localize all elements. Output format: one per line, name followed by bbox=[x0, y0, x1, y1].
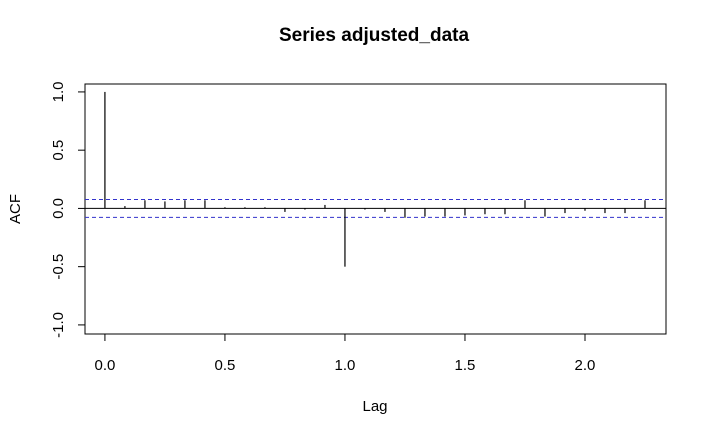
plot-frame bbox=[84, 83, 667, 335]
x-tick-label: 1.0 bbox=[335, 357, 356, 374]
x-tick-label: 0.0 bbox=[94, 357, 115, 374]
chart-title: Series adjusted_data bbox=[279, 25, 470, 46]
y-tick-label: 1.0 bbox=[50, 81, 67, 102]
y-axis-label: ACF bbox=[7, 194, 24, 224]
y-tick-label: -0.5 bbox=[50, 254, 67, 280]
x-tick-label: 0.5 bbox=[215, 357, 236, 374]
y-tick-label: -1.0 bbox=[50, 312, 67, 338]
x-axis-label: Lag bbox=[362, 398, 387, 415]
y-tick-label: 0.5 bbox=[50, 140, 67, 161]
x-tick-label: 1.5 bbox=[455, 357, 476, 374]
y-tick-label: 0.0 bbox=[50, 198, 67, 219]
x-tick-label: 2.0 bbox=[575, 357, 596, 374]
